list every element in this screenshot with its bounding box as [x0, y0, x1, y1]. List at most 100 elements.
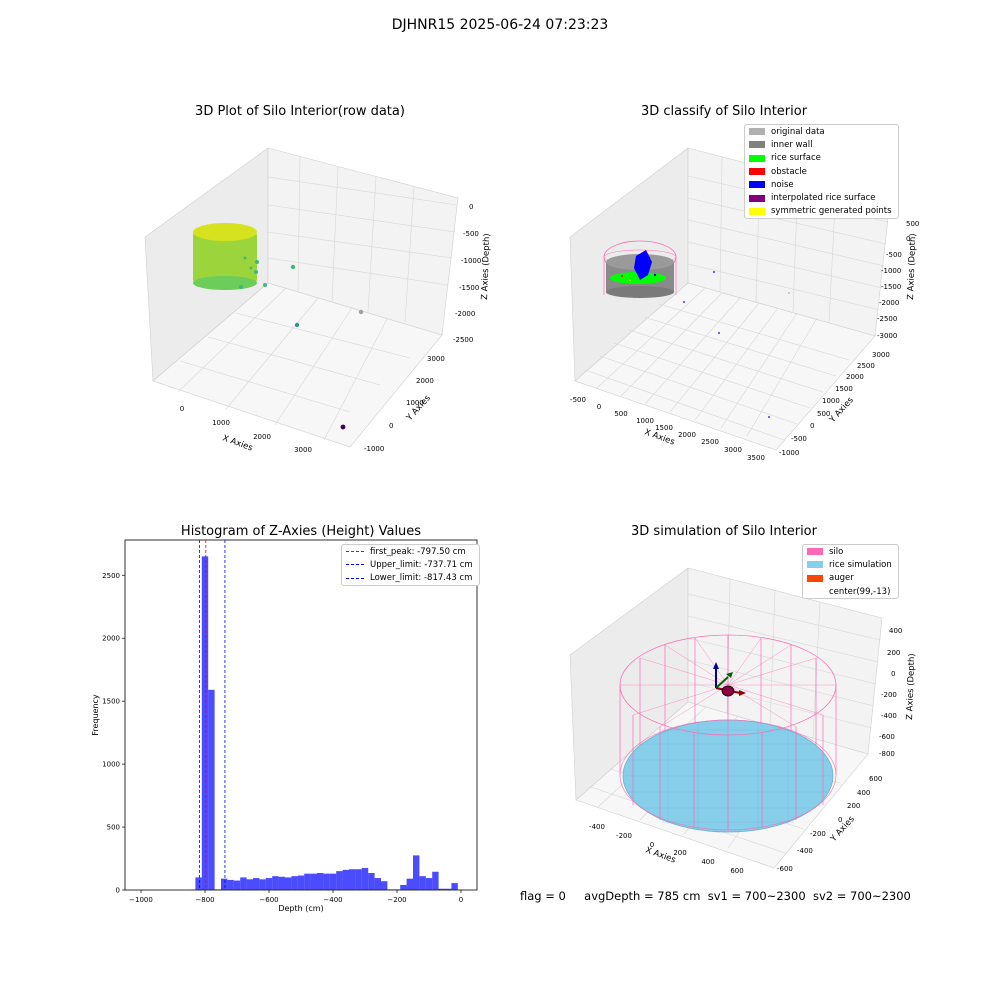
histogram-bar	[297, 875, 305, 890]
legend-swatch	[749, 154, 765, 162]
simulation-ytick: 600	[869, 775, 882, 783]
histogram-bar	[195, 877, 202, 890]
histogram-bar	[445, 888, 452, 890]
classify-ytick: -1000	[779, 449, 799, 457]
histogram-bar	[406, 878, 413, 890]
legend-line	[346, 577, 364, 579]
y-tick-label: 0	[116, 887, 120, 895]
x-tick-label: −200	[387, 896, 406, 904]
histogram-bar	[265, 878, 273, 890]
x-tick-label: 0	[459, 896, 463, 904]
x-tick-label: −600	[259, 896, 278, 904]
figure-title: DJHNR15 2025-06-24 07:23:23	[391, 17, 609, 33]
histogram-bar	[355, 869, 362, 890]
legend-swatch	[749, 141, 765, 149]
legend-label: Upper_limit: -737.71 cm	[370, 559, 473, 570]
histogram-bar	[349, 869, 356, 890]
histogram-bar	[425, 878, 433, 890]
legend-swatch	[749, 207, 765, 215]
raw-panes	[144, 147, 459, 448]
auger-axes	[713, 662, 746, 697]
histogram-ylabel: Frequency	[91, 694, 100, 736]
classify-xtick: 1000	[636, 417, 654, 425]
legend-label: silo	[829, 546, 844, 557]
classify-ytick: 500	[817, 410, 830, 418]
legend-swatch	[807, 588, 823, 595]
classify-ztick: -2500	[877, 315, 897, 323]
raw-xtick: 3000	[294, 446, 312, 454]
classify-plot-title: 3D classify of Silo Interior	[640, 104, 808, 119]
legend-item-upper-limit: Upper_limit: -737.71 cm	[342, 558, 479, 571]
raw-ztick: -1500	[459, 284, 479, 292]
classify-xtick: -500	[570, 396, 586, 404]
classify-xtick: 500	[614, 410, 627, 418]
simulation-xtick: 400	[701, 858, 714, 866]
legend-label: original data	[771, 126, 825, 137]
legend-item-interpolated: interpolated rice surface	[745, 191, 898, 204]
histogram-bars	[189, 556, 458, 890]
histogram-bar	[336, 871, 343, 890]
raw-ztick: -2500	[453, 336, 473, 344]
classify-ztick: -1500	[881, 283, 901, 291]
simulation-xtick: 0	[650, 841, 654, 849]
legend-item-symmetric: symmetric generated points	[745, 205, 898, 218]
sv2-text: sv2 = 700~2300	[812, 889, 911, 903]
histogram-bar	[342, 869, 349, 890]
raw-ztick: 0	[469, 203, 473, 211]
histogram-bar	[317, 873, 324, 890]
histogram-title: Histogram of Z-Axies (Height) Values	[180, 524, 422, 539]
classify-ztick: 0	[906, 235, 910, 243]
y-tick-label: 500	[107, 824, 120, 832]
raw-zlabel: Z Axies (Depth)	[480, 233, 492, 300]
classify-xtick: 0	[597, 403, 601, 411]
classify-ytick: 3000	[872, 351, 890, 359]
simulation-xtick: 200	[673, 849, 686, 857]
classify-ytick: 2000	[846, 373, 864, 381]
raw-ytick: 2000	[416, 377, 434, 385]
histogram-ticks: −1000 −800 −600 −400 −200 0 0 500 1000 1500 2000 25…	[102, 572, 463, 904]
histogram-xlabel: Depth (cm)	[278, 904, 323, 913]
raw-scatter	[193, 223, 364, 430]
simulation-zlabel: Z Axies (Depth)	[905, 653, 917, 720]
histogram-bar	[221, 878, 228, 890]
simulation-ytick: -600	[777, 865, 793, 873]
y-tick-label: 1000	[102, 761, 120, 769]
histogram-bar	[214, 889, 221, 890]
legend-label: Lower_limit: -817.43 cm	[370, 573, 473, 584]
histogram-bar	[278, 876, 285, 890]
legend-item-rice-simulation: rice simulation	[803, 558, 898, 571]
raw-gridlines	[177, 156, 458, 441]
legend-item-inner-wall: inner wall	[745, 138, 898, 151]
legend-item-silo: silo	[803, 545, 898, 558]
x-tick-label: −1000	[129, 896, 153, 904]
histogram-vlines	[199, 540, 226, 890]
legend-label: symmetric generated points	[771, 206, 892, 217]
histogram-bar	[310, 873, 317, 890]
histogram-bar	[381, 881, 388, 890]
legend-label: obstacle	[771, 166, 807, 177]
simulation-xtick: -200	[616, 832, 632, 840]
simulation-ztick: -600	[879, 733, 895, 741]
histogram-bar	[208, 689, 215, 890]
y-tick-label: 2000	[102, 635, 120, 643]
simulation-legend: silo rice simulation auger center(99,-13…	[802, 544, 899, 600]
classify-ytick: -500	[791, 435, 807, 443]
histogram-bar	[323, 873, 330, 890]
legend-item-obstacle: obstacle	[745, 165, 898, 178]
histogram-bar	[227, 879, 234, 890]
legend-label: interpolated rice surface	[771, 193, 876, 204]
histogram-bar	[329, 873, 337, 890]
histogram-legend: first_peak: -797.50 cm Upper_limit: -737…	[341, 544, 480, 586]
raw-plot-title: 3D Plot of Silo Interior(row data)	[195, 104, 405, 119]
simulation-ztick: -200	[881, 691, 897, 699]
legend-item-noise: noise	[745, 178, 898, 191]
raw-xtick: 2000	[253, 433, 271, 441]
legend-item-first-peak: first_peak: -797.50 cm	[342, 545, 479, 558]
histogram-bar	[419, 876, 426, 890]
classify-xtick: 2000	[678, 431, 696, 439]
classify-ztick: -3000	[877, 332, 897, 340]
